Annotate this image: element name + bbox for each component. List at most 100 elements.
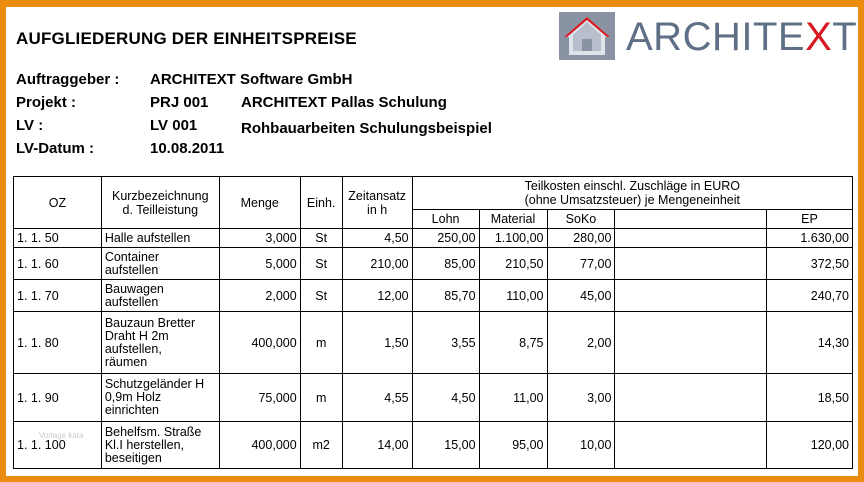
logo-text-main: ARCHITE [626, 15, 806, 59]
cell-zeitansatz: 210,00 [341, 247, 413, 280]
description-line: einrichten [104, 403, 160, 417]
logo-text-t: T [832, 15, 858, 59]
header-soko: SoKo [546, 209, 616, 229]
cell-description: Bauwagen aufstellen [100, 279, 220, 312]
description-line: aufstellen [104, 294, 159, 309]
cell-description: Bauzaun Bretter Draht H 2m aufstellen, räum… [100, 311, 220, 374]
cell-menge: 400,000 [218, 311, 301, 374]
cell-oz: 1. 1. 100 [13, 421, 102, 469]
auftraggeber-value: ARCHITEXT Software GmbH [150, 71, 353, 88]
cell-oz: 1. 1. 50 [13, 228, 102, 248]
projekt-label: Projekt : [16, 94, 77, 111]
cell-zeitansatz: 12,00 [341, 279, 413, 312]
cell-material: 210,50 [478, 247, 548, 280]
cell-einheit: m [299, 373, 343, 422]
description-line: 0,9m Holz [104, 390, 162, 404]
cell-description: Halle aufstellen [100, 228, 220, 248]
cell-lohn: 4,50 [411, 373, 480, 422]
cell-soko: 77,00 [546, 247, 616, 280]
cell-zeitansatz: 14,00 [341, 421, 413, 469]
auftraggeber-label: Auftraggeber : [16, 71, 120, 88]
header-kurz-line2: d. Teilleistung [122, 202, 199, 217]
description-line: Kl.I herstellen, [104, 437, 185, 452]
header-teilkosten-line1: Teilkosten einschl. Zuschläge in EURO [524, 179, 740, 193]
cell-oz: 1. 1. 60 [13, 247, 102, 280]
description-line: räumen [104, 354, 148, 369]
header-zeit-line2: in h [367, 202, 388, 217]
description-line: beseitigen [104, 450, 162, 465]
cell-einheit: m [299, 311, 343, 374]
description-line: Draht H 2m [104, 328, 169, 343]
cell-blank [614, 279, 767, 312]
header-kurz-line1: Kurzbezeichnung [111, 188, 209, 203]
table-row: 1. 1. 60 Container aufstellen 5,000 St 210,00… [13, 247, 853, 280]
header-kurzbezeichnung: Kurzbezeichnung d. Teilleistung [100, 176, 220, 229]
cell-description: Schutzgeländer H 0,9m Holz einrichten [100, 373, 220, 422]
description-line: Bauwagen [104, 281, 164, 296]
cell-material: 95,00 [478, 421, 548, 469]
cell-lohn: 250,00 [411, 228, 480, 248]
house-logo-icon [559, 12, 615, 60]
table-row: 1. 1. 100 Behelfsm. Straße Kl.I herstellen… [13, 421, 853, 469]
cell-blank [614, 228, 767, 248]
cell-blank [614, 311, 767, 374]
cell-description: Container aufstellen [100, 247, 220, 280]
cell-einheit: St [299, 247, 343, 280]
projekt-code: PRJ 001 [150, 94, 209, 111]
watermark: Vorlage kata [39, 431, 84, 440]
table-row: 1. 1. 70 Bauwagen aufstellen 2,000 St 12,00 85… [13, 279, 853, 312]
cell-ep: 120,00 [766, 421, 853, 469]
header-ep: EP [766, 209, 853, 229]
header-lohn: Lohn [411, 209, 480, 229]
document-page: AUFGLIEDERUNG DER EINHEITSPREISE ARCHITE… [6, 7, 858, 476]
lv-datum-label: LV-Datum : [16, 140, 95, 157]
cell-description: Behelfsm. Straße Kl.I herstellen, beseitig… [100, 421, 220, 469]
cell-soko: 3,00 [546, 373, 616, 422]
cell-einheit: St [299, 279, 343, 312]
cell-zeitansatz: 1,50 [341, 311, 413, 374]
cell-soko: 2,00 [546, 311, 616, 374]
description-line: Halle aufstellen [104, 230, 191, 245]
cell-blank [614, 421, 767, 469]
table-row: 1. 1. 90 Schutzgeländer H 0,9m Holz einrich… [13, 373, 853, 422]
lv-name: Rohbauarbeiten Schulungsbeispiel [241, 120, 492, 137]
description-line: Container [104, 249, 160, 264]
cell-lohn: 85,70 [411, 279, 480, 312]
header-teilkosten: Teilkosten einschl. Zuschläge in EURO (oh… [411, 176, 854, 210]
cell-material: 8,75 [478, 311, 548, 374]
header-material: Material [478, 209, 548, 229]
cell-oz: 1. 1. 90 [13, 373, 102, 422]
header-blank [614, 209, 767, 229]
header-menge: Menge [218, 176, 301, 229]
cell-zeitansatz: 4,55 [341, 373, 413, 422]
description-line: aufstellen, [104, 341, 162, 356]
document-title: AUFGLIEDERUNG DER EINHEITSPREISE [16, 29, 357, 48]
cell-material: 110,00 [478, 279, 548, 312]
cell-einheit: St [299, 228, 343, 248]
cell-einheit: m2 [299, 421, 343, 469]
cell-ep: 240,70 [766, 279, 853, 312]
cell-material: 11,00 [478, 373, 548, 422]
cell-soko: 10,00 [546, 421, 616, 469]
description-line: Behelfsm. Straße [104, 424, 202, 439]
cell-oz: 1. 1. 70 [13, 279, 102, 312]
header-oz: OZ [13, 176, 102, 229]
table-subheader-row: Lohn Material SoKo EP [14, 209, 853, 229]
unit-price-table: OZ Kurzbezeichnung d. Teilleistung Menge … [13, 176, 854, 469]
table-row: 1. 1. 80 Bauzaun Bretter Draht H 2m aufstel… [13, 311, 853, 374]
cell-soko: 280,00 [546, 228, 616, 248]
table-body: 1. 1. 50 Halle aufstellen 3,000 St 4,50 250,0… [13, 228, 853, 469]
cell-menge: 3,000 [218, 228, 301, 248]
description-line: aufstellen [104, 262, 159, 277]
header-zeitansatz: Zeitansatz in h [341, 176, 413, 229]
cell-blank [614, 247, 767, 280]
header-teilkosten-line2: (ohne Umsatzsteuer) je Mengeneinheit [524, 193, 741, 207]
cell-ep: 14,30 [766, 311, 853, 374]
cell-ep: 18,50 [766, 373, 853, 422]
description-line: Schutzgeländer H [104, 377, 205, 391]
cell-ep: 372,50 [766, 247, 853, 280]
header-zeit-line1: Zeitansatz [348, 188, 406, 203]
cell-lohn: 15,00 [411, 421, 480, 469]
cell-oz: 1. 1. 80 [13, 311, 102, 374]
lv-datum-value: 10.08.2011 [150, 140, 225, 157]
